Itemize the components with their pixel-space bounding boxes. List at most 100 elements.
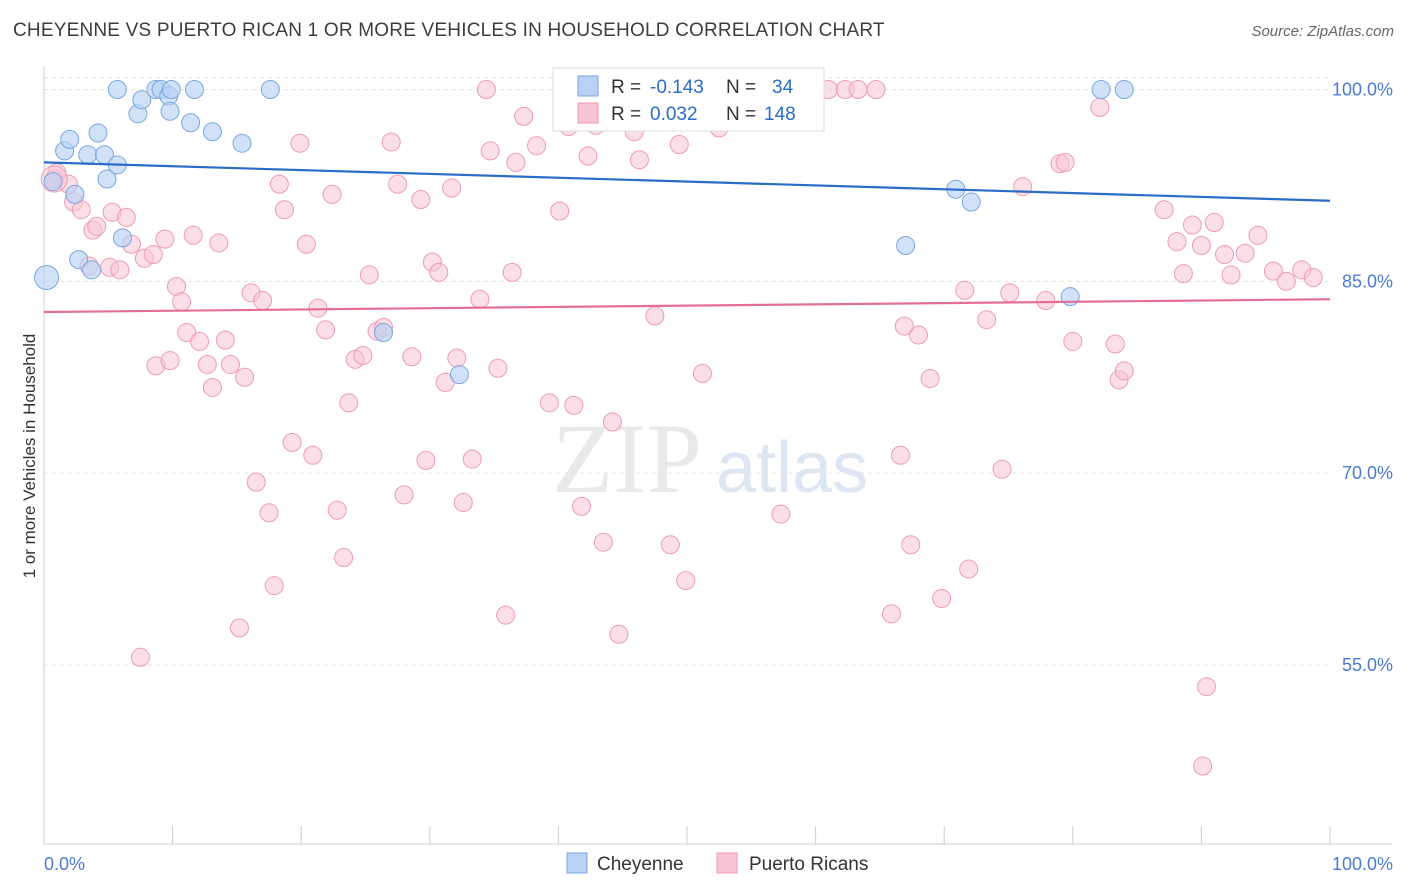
- puerto-rican-point-36: [269, 174, 289, 194]
- y-tick-label-3: 100.0%: [1332, 80, 1393, 100]
- puerto-rican-point-96: [692, 363, 712, 383]
- cheyenne-point-23: [202, 122, 222, 142]
- legend-swatch-cheyenne: [566, 852, 588, 874]
- legend-label-puerto-ricans: Puerto Ricans: [749, 854, 868, 875]
- cheyenne-point-27: [449, 365, 469, 385]
- puerto-rican-point-93: [669, 134, 689, 154]
- cheyenne-n-label: N =: [726, 77, 756, 98]
- puerto-rican-point-90: [645, 306, 665, 326]
- cheyenne-point-8: [88, 123, 108, 143]
- puerto-rican-point-44: [322, 184, 342, 204]
- cheyenne-point-3: [60, 129, 80, 149]
- trend-lines: [43, 161, 1331, 314]
- puerto-rican-point-55: [394, 485, 414, 505]
- x-tick-label-min: 0.0%: [44, 854, 85, 874]
- puerto-rican-point-73: [514, 106, 534, 126]
- puerto-rican-point-47: [339, 393, 359, 413]
- cheyenne-point-22: [181, 113, 201, 133]
- cheyenne-point-25: [260, 80, 280, 100]
- puerto-rican-point-53: [381, 132, 401, 152]
- puerto-rican-point-67: [476, 80, 496, 100]
- cheyenne-point-7: [82, 260, 102, 280]
- puerto-rican-point-127: [1063, 331, 1083, 351]
- puerto-rican-point-43: [316, 320, 336, 340]
- puerto-rican-point-30: [235, 367, 255, 387]
- watermark-atlas: atlas: [716, 428, 868, 508]
- cheyenne-stat-swatch: [577, 75, 599, 97]
- puerto-rican-point-140: [1235, 243, 1255, 263]
- puerto-rican-point-54: [388, 174, 408, 194]
- puerto-rican-point-121: [992, 459, 1012, 479]
- puerto-rican-point-83: [593, 532, 613, 552]
- puerto-rican-point-122: [1000, 283, 1020, 303]
- puerto-rican-point-76: [550, 201, 570, 221]
- puerto-rican-point-79: [564, 395, 584, 415]
- puerto-rican-point-35: [264, 576, 284, 596]
- puerto-rican-point-57: [411, 189, 431, 209]
- cheyenne-point-10: [97, 169, 117, 189]
- puerto-rican-point-143: [1276, 271, 1296, 291]
- puerto-rican-point-17: [155, 229, 175, 249]
- puerto-rican-point-88: [629, 150, 649, 170]
- puerto-rican-point-74: [527, 136, 547, 156]
- puerto-rican-point-50: [359, 265, 379, 285]
- puerto-rican-point-141: [1248, 225, 1268, 245]
- cheyenne-point-19: [160, 101, 180, 121]
- puerto-rican-point-20: [172, 292, 192, 312]
- puerto-rican-point-142: [1263, 261, 1283, 281]
- chart-source: Source: ZipAtlas.com: [1251, 23, 1394, 40]
- puerto-rican-point-131: [1114, 361, 1134, 381]
- watermark-zip: ZIP: [552, 403, 702, 514]
- cheyenne-point-33: [1114, 80, 1134, 100]
- cheyenne-point-13: [107, 80, 127, 100]
- puerto-rican-point-13: [130, 647, 150, 667]
- puerto-rican-point-18: [160, 351, 180, 371]
- puerto-rican-trend-line: [43, 298, 1331, 314]
- puerto-rican-point-80: [572, 496, 592, 516]
- cheyenne-point-12: [112, 228, 132, 248]
- puerto-rican-point-114: [901, 535, 921, 555]
- puerto-rican-stat-swatch: [577, 102, 599, 124]
- puerto-rican-point-145: [1303, 267, 1323, 287]
- puerto-rican-point-32: [246, 472, 266, 492]
- cheyenne-points: [34, 80, 1134, 385]
- puerto-rican-point-33: [253, 291, 273, 311]
- cheyenne-point-5: [69, 250, 89, 270]
- puerto-rican-point-111: [881, 604, 901, 624]
- cheyenne-point-32: [1091, 80, 1111, 100]
- x-tick-labels: 0.0% 100.0%: [44, 854, 1393, 874]
- chart-title: CHEYENNE VS PUERTO RICAN 1 OR MORE VEHIC…: [13, 20, 885, 41]
- puerto-rican-point-117: [932, 588, 952, 608]
- legend-swatch-puerto-ricans: [716, 852, 738, 874]
- cheyenne-point-1: [43, 172, 63, 192]
- puerto-rican-n-value: 148: [764, 104, 796, 125]
- puerto-rican-point-60: [429, 262, 449, 282]
- puerto-rican-point-133: [1167, 232, 1187, 252]
- puerto-rican-point-75: [539, 393, 559, 413]
- puerto-rican-point-137: [1204, 213, 1224, 233]
- cheyenne-point-20: [161, 80, 181, 100]
- x-tick-label-max: 100.0%: [1332, 854, 1393, 874]
- puerto-rican-point-38: [282, 432, 302, 452]
- puerto-rican-point-26: [209, 233, 229, 253]
- puerto-rican-point-132: [1154, 200, 1174, 220]
- puerto-rican-point-92: [660, 535, 680, 555]
- puerto-rican-point-104: [771, 504, 791, 524]
- cheyenne-trend-line: [43, 161, 1331, 202]
- puerto-rican-point-27: [215, 330, 235, 350]
- puerto-rican-point-120: [977, 310, 997, 330]
- puerto-rican-point-136: [1191, 236, 1211, 256]
- puerto-rican-point-7: [87, 216, 107, 236]
- puerto-rican-point-41: [303, 445, 323, 465]
- puerto-rican-point-45: [327, 500, 347, 520]
- y-tick-labels: 55.0% 70.0% 85.0% 100.0%: [1332, 80, 1393, 675]
- puerto-rican-point-124: [1036, 291, 1056, 311]
- puerto-rican-point-113: [894, 316, 914, 336]
- legend-label-cheyenne: Cheyenne: [597, 854, 684, 875]
- puerto-rican-point-25: [202, 377, 222, 397]
- puerto-rican-point-119: [959, 559, 979, 579]
- puerto-rican-point-28: [220, 354, 240, 374]
- cheyenne-point-26: [374, 322, 394, 342]
- puerto-rican-point-56: [402, 347, 422, 367]
